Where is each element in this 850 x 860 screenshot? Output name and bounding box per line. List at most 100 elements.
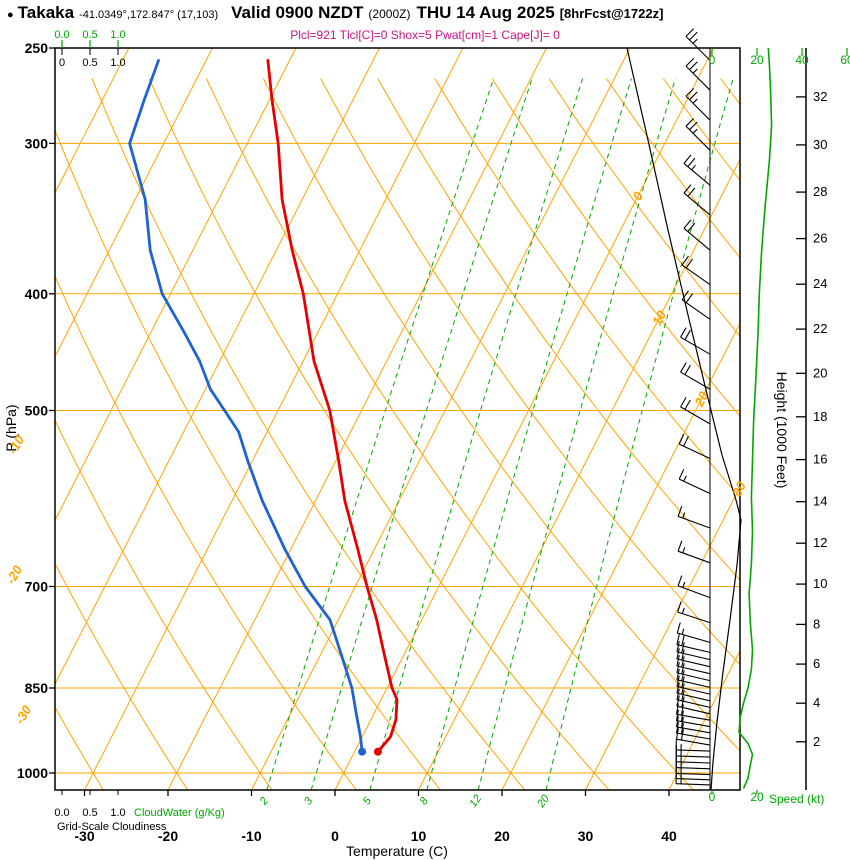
temp-tick-label: 40 (661, 828, 677, 844)
wind-barb-staff (676, 692, 711, 702)
isotherm-label: 10 (649, 307, 669, 327)
wind-barb (675, 772, 711, 786)
wind-barb-feather (680, 710, 684, 722)
wind-barb-feather (680, 327, 687, 338)
wind-barb-halffeather (692, 68, 698, 74)
wind-barb-staff (676, 658, 711, 668)
wind-barb (683, 184, 711, 216)
mixing-ratio-line (369, 78, 584, 790)
wind-barbs-layer (675, 28, 711, 786)
height-tick-label: 32 (813, 89, 827, 104)
wind-barb-feather (676, 688, 680, 700)
isotherm-line (251, 48, 631, 790)
dry-adiabat-line (148, 78, 610, 790)
dewpoint-curve (128, 59, 364, 754)
wind-barb-feather (683, 219, 692, 229)
temperature-surface-dot (373, 747, 382, 756)
isotherm-label: 30 (729, 478, 749, 498)
dry-adiabat-line (55, 562, 189, 790)
aux-profile-line (626, 47, 742, 791)
speed-tick-label: 0 (709, 53, 716, 67)
wind-barb (683, 219, 711, 251)
wind-speed-curve (738, 47, 773, 789)
wind-barb (678, 468, 711, 494)
pressure-axis-title: P (hPa) (3, 404, 19, 451)
wind-barb-staff (676, 679, 711, 688)
wind-barb-feather (684, 399, 691, 410)
wind-barb-feather (681, 634, 685, 647)
wind-barb-feather (677, 505, 683, 517)
wind-barb-feather (683, 435, 689, 447)
height-axis-title: Height (1000 Feet) (774, 372, 790, 489)
temp-tick-label: -30 (74, 828, 94, 844)
forecast-tag: [8hrFcst@1722z] (559, 6, 664, 21)
wind-barb (681, 290, 711, 320)
wind-barb (675, 738, 711, 752)
dry-adiabat-line (491, 78, 740, 417)
title-bar: ● Takaka -41.0349°,172.847° (17,103) Val… (7, 3, 663, 23)
wind-barb-feather (687, 187, 696, 197)
wind-barb (676, 648, 711, 668)
wind-barb-staff (676, 685, 711, 695)
wind-barb-staff (676, 651, 711, 661)
cloudiness-scale-label: 1.0 (110, 57, 125, 69)
speed-tick-label: 0 (709, 790, 716, 804)
wind-barb-staff (683, 227, 711, 251)
wind-barb-feather (680, 704, 684, 716)
wind-barb (676, 641, 711, 661)
height-tick-label: 20 (813, 365, 827, 380)
wind-barb (685, 28, 711, 61)
wind-barb-feather (680, 716, 684, 728)
height-tick-label: 24 (813, 276, 827, 291)
wind-barb-staff (676, 672, 711, 682)
mixing-ratio-label: 2 (257, 795, 271, 808)
wind-barb-feather (681, 676, 685, 688)
mixing-ratio-label: 8 (418, 795, 432, 808)
pressure-tick-label: 500 (25, 403, 49, 419)
wind-barb-staff (680, 371, 711, 390)
wind-barb-feather (681, 696, 685, 708)
height-tick-label: 22 (813, 321, 827, 336)
temp-tick-label: 0 (331, 828, 339, 844)
wind-barb (680, 362, 711, 390)
dry-adiabat-line (205, 78, 694, 790)
wind-barb-halffeather (682, 547, 686, 554)
isotherm-line (501, 322, 740, 790)
mixing-ratio-label: 5 (361, 795, 375, 808)
wind-barb-staff (683, 192, 711, 216)
station-name: Takaka (17, 3, 75, 22)
height-tick-label: 16 (813, 452, 827, 467)
cloudwater-axis-title: CloudWater (g/Kg) (134, 807, 225, 819)
isotherm-label: 0 (630, 189, 647, 203)
wind-barb-staff (681, 299, 711, 320)
wind-barb-feather (685, 118, 695, 127)
wind-barb (685, 58, 711, 91)
wind-barb (685, 118, 711, 151)
cloudwater-scale-label: 1.0 (110, 29, 125, 41)
temp-tick-label: 30 (578, 828, 594, 844)
wind-barb-feather (676, 641, 680, 653)
isotherm-line (55, 48, 380, 686)
height-tick-label: 12 (813, 535, 827, 550)
height-tick-label: 8 (813, 616, 820, 631)
wind-barb-feather (685, 28, 695, 37)
wind-barb-staff (677, 515, 711, 529)
wind-barb-feather (685, 293, 694, 304)
cloudwater-scale-label: 0.0 (54, 29, 69, 41)
temp-tick-label: 20 (494, 828, 510, 844)
wind-barb (676, 662, 711, 682)
temp-tick-label: -20 (158, 828, 178, 844)
isotherm-line (668, 649, 740, 790)
speed-tick-label: 20 (750, 790, 764, 804)
wind-barb-feather (680, 362, 687, 373)
wind-barb-staff (675, 783, 711, 786)
wind-barb-staff (685, 65, 711, 91)
wind-barb-feather (676, 622, 681, 634)
dry-adiabat-line (55, 129, 441, 790)
wind-barb-feather (687, 222, 696, 232)
temp-tick-label: 10 (411, 828, 427, 844)
dry-adiabat-line (55, 419, 273, 790)
cloudwater-scale-label: 0.5 (82, 29, 97, 41)
cloudiness-axis-title: Grid-Scale Cloudiness (57, 821, 167, 833)
